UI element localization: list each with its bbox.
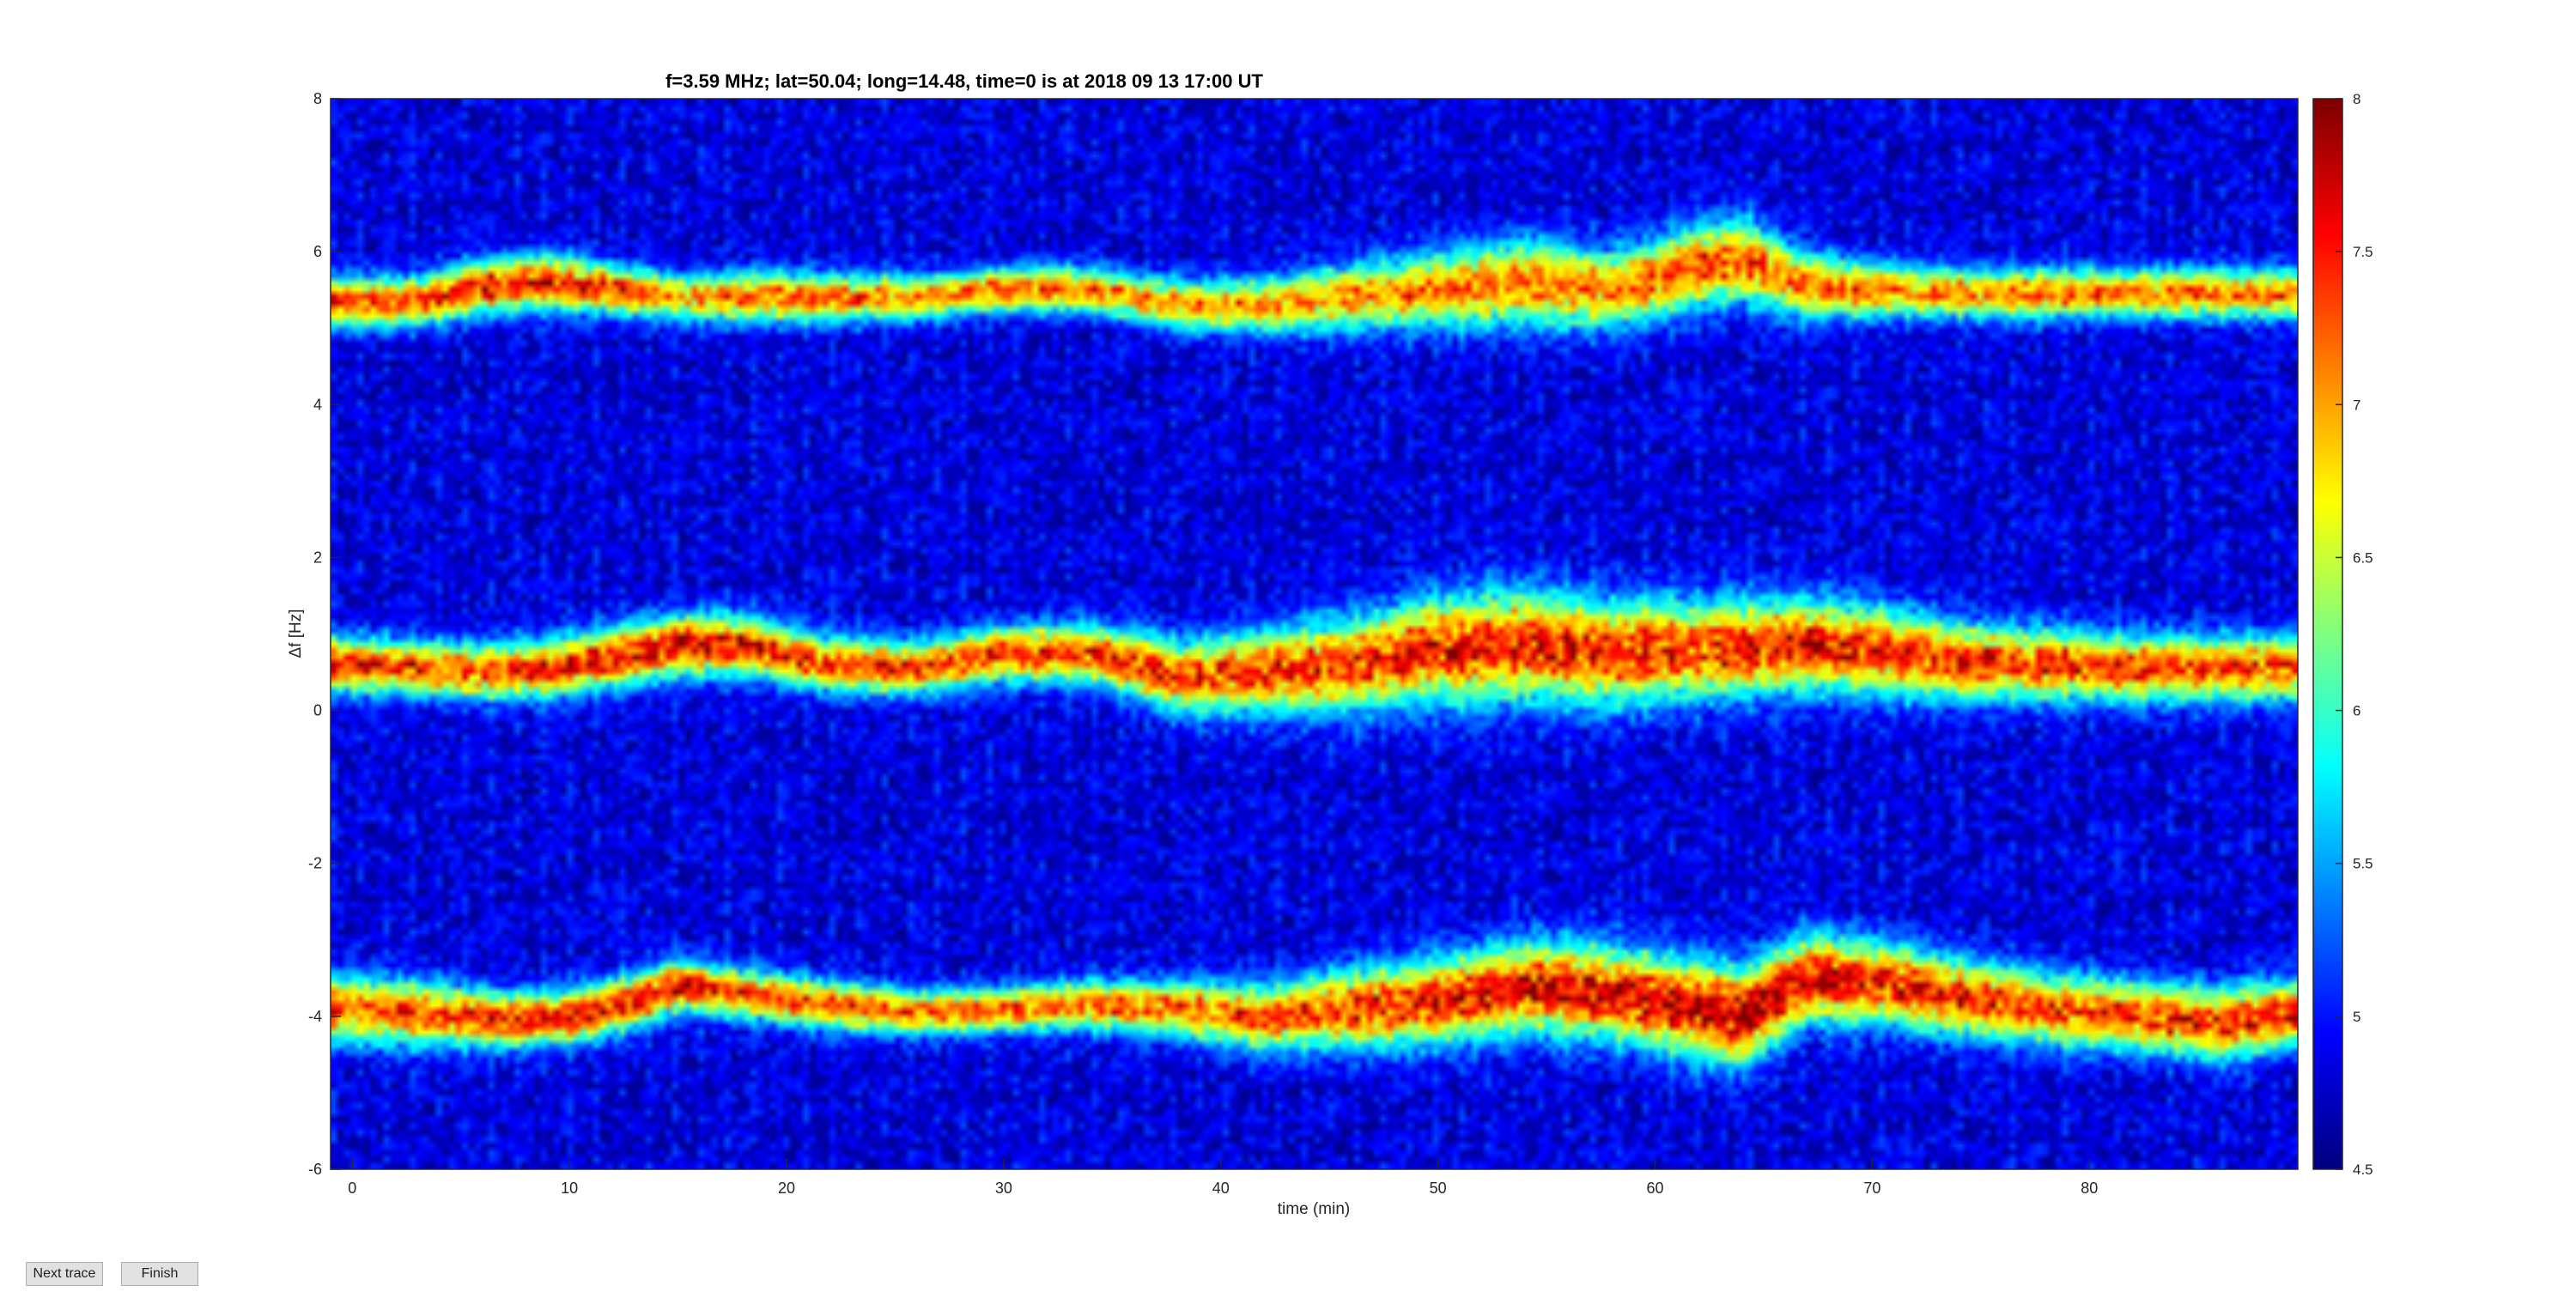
- y-tick-label: -2: [308, 855, 322, 872]
- x-axis: 0 10 20 30 40 50 60 70 80: [348, 1159, 2098, 1197]
- colorbar-tick-label: 5.5: [2353, 856, 2373, 872]
- y-tick-label: -4: [308, 1008, 322, 1025]
- chart-title: f=3.59 MHz; lat=50.04; long=14.48, time=…: [665, 70, 1263, 92]
- x-tick-label: 10: [561, 1180, 578, 1197]
- y-tick-label: -6: [308, 1161, 322, 1178]
- x-axis-label: time (min): [1278, 1200, 1350, 1218]
- plot-frame: [330, 98, 2299, 1170]
- y-tick-label: 0: [313, 702, 322, 719]
- x-tick-label: 30: [995, 1180, 1012, 1197]
- colorbar-tick-label: 6: [2353, 703, 2360, 719]
- y-tick-label: 2: [313, 549, 322, 566]
- x-tick-label: 50: [1430, 1180, 1447, 1197]
- y-tick-label: 4: [313, 396, 322, 413]
- x-tick-label: 20: [778, 1180, 795, 1197]
- next-trace-button[interactable]: Next trace: [26, 1262, 103, 1286]
- y-tick-label: 6: [313, 243, 322, 260]
- colorbar-frame: [2312, 98, 2343, 1170]
- colorbar-axis: 4.5 5 5.5 6 6.5 7 7.5 8: [2336, 91, 2373, 1178]
- colorbar-tick-label: 5: [2353, 1009, 2360, 1025]
- y-axis: -6 -4 -2 0 2 4 6 8: [308, 90, 341, 1178]
- y-axis-label: Δf [Hz]: [287, 609, 305, 658]
- x-tick-label: 70: [1863, 1180, 1880, 1197]
- x-tick-label: 40: [1212, 1180, 1230, 1197]
- heatmap-image: [331, 99, 2298, 1169]
- colorbar-tick-label: 4.5: [2353, 1162, 2373, 1178]
- x-tick-label: 0: [348, 1180, 356, 1197]
- colorbar-tick-label: 6.5: [2353, 549, 2373, 566]
- x-tick-label: 60: [1646, 1180, 1663, 1197]
- colorbar-tick-label: 8: [2353, 91, 2360, 107]
- x-tick-label: 80: [2081, 1180, 2098, 1197]
- colorbar-tick-label: 7.5: [2353, 244, 2373, 260]
- colorbar-tick-label: 7: [2353, 397, 2360, 413]
- y-tick-label: 8: [313, 90, 322, 107]
- colorbar: [2313, 99, 2342, 1169]
- finish-button[interactable]: Finish: [121, 1262, 198, 1286]
